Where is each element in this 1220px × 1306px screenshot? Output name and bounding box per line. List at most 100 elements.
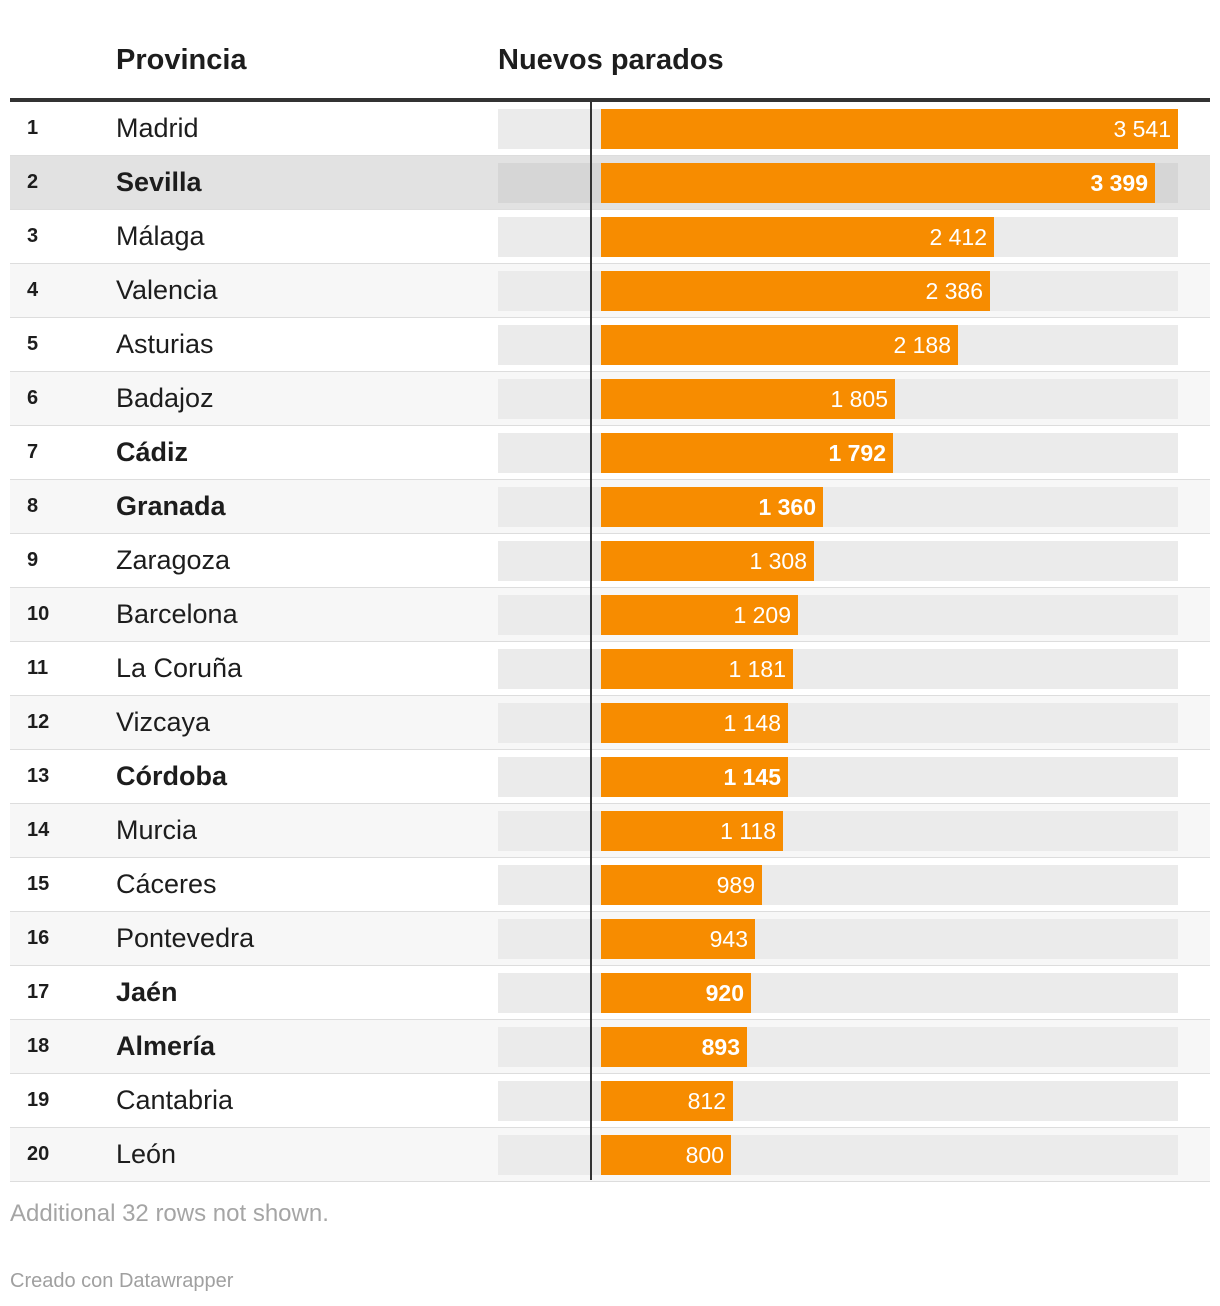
bar-cantabria: 812	[601, 1081, 733, 1121]
bar-value-label: 1 805	[830, 386, 888, 412]
table-row[interactable]: 8 Granada 1 360	[10, 480, 1210, 534]
bar-track: 989	[498, 865, 1178, 905]
row-province-name: Córdoba	[116, 761, 227, 791]
bar-baseline	[590, 102, 592, 1180]
bar-track: 943	[498, 919, 1178, 959]
row-rank: 9	[27, 549, 39, 571]
rows-not-shown-note: Additional 32 rows not shown.	[10, 1200, 329, 1227]
row-rank: 18	[27, 1035, 50, 1057]
bar-value-label: 1 209	[733, 602, 791, 628]
bar-value-label: 3 541	[1113, 116, 1171, 142]
bar-asturias: 2 188	[601, 325, 958, 365]
row-province-name: Jaén	[116, 977, 178, 1007]
bar-value-label: 893	[701, 1034, 740, 1060]
table-row[interactable]: 7 Cádiz 1 792	[10, 426, 1210, 480]
bar-track: 2 188	[498, 325, 1178, 365]
table-header: Provincia Nuevos parados	[10, 0, 1210, 102]
table-row[interactable]: 18 Almería 893	[10, 1020, 1210, 1074]
bar-value-label: 1 360	[758, 494, 816, 520]
column-header-new-unemployed[interactable]: Nuevos parados	[498, 44, 724, 76]
row-rank: 3	[27, 225, 39, 247]
table-row[interactable]: 11 La Coruña 1 181	[10, 642, 1210, 696]
bar-león: 800	[601, 1135, 731, 1175]
bar-cáceres: 989	[601, 865, 762, 905]
table-row[interactable]: 1 Madrid 3 541	[10, 102, 1210, 156]
bar-value-label: 1 181	[728, 656, 786, 682]
table-row[interactable]: 2 Sevilla 3 399	[10, 156, 1210, 210]
table-row[interactable]: 4 Valencia 2 386	[10, 264, 1210, 318]
row-rank: 1	[27, 117, 39, 139]
bar-value-label: 812	[687, 1088, 726, 1114]
column-header-province[interactable]: Provincia	[116, 44, 247, 76]
row-rank: 14	[27, 819, 50, 841]
bar-málaga: 2 412	[601, 217, 994, 257]
bar-value-label: 1 148	[723, 710, 781, 736]
bar-track: 893	[498, 1027, 1178, 1067]
row-rank: 16	[27, 927, 50, 949]
row-province-name: Cádiz	[116, 437, 189, 467]
row-rank: 6	[27, 387, 39, 409]
bar-murcia: 1 118	[601, 811, 783, 851]
row-province-name: Asturias	[116, 329, 214, 359]
bar-value-label: 1 145	[723, 764, 781, 790]
bar-value-label: 800	[685, 1142, 724, 1168]
bar-track: 1 209	[498, 595, 1178, 635]
bar-value-label: 1 792	[828, 440, 886, 466]
bar-value-label: 920	[705, 980, 744, 1006]
row-province-name: Zaragoza	[116, 545, 231, 575]
row-rank: 12	[27, 711, 50, 733]
bar-track: 1 148	[498, 703, 1178, 743]
table-row[interactable]: 6 Badajoz 1 805	[10, 372, 1210, 426]
row-rank: 4	[27, 279, 39, 301]
table-row[interactable]: 16 Pontevedra 943	[10, 912, 1210, 966]
row-rank: 13	[27, 765, 50, 787]
row-province-name: León	[116, 1139, 177, 1169]
bar-madrid: 3 541	[601, 109, 1178, 149]
row-rank: 20	[27, 1143, 50, 1165]
bar-almería: 893	[601, 1027, 747, 1067]
table-row[interactable]: 13 Córdoba 1 145	[10, 750, 1210, 804]
bar-sevilla: 3 399	[601, 163, 1155, 203]
row-province-name: Granada	[116, 491, 226, 521]
row-province-name: La Coruña	[116, 653, 243, 683]
row-rank: 7	[27, 441, 39, 463]
row-rank: 17	[27, 981, 50, 1003]
bar-badajoz: 1 805	[601, 379, 895, 419]
table-row[interactable]: 19 Cantabria 812	[10, 1074, 1210, 1128]
data-table: Provincia Nuevos parados 1 Madrid 3 541 2 Se…	[10, 0, 1210, 1182]
bar-track: 1 308	[498, 541, 1178, 581]
table-row[interactable]: 10 Barcelona 1 209	[10, 588, 1210, 642]
bar-value-label: 2 386	[925, 278, 983, 304]
bar-track: 3 399	[498, 163, 1178, 203]
table-row[interactable]: 9 Zaragoza 1 308	[10, 534, 1210, 588]
bar-zaragoza: 1 308	[601, 541, 814, 581]
bar-cádiz: 1 792	[601, 433, 893, 473]
bar-track: 2 386	[498, 271, 1178, 311]
table-row[interactable]: 14 Murcia 1 118	[10, 804, 1210, 858]
table-row[interactable]: 5 Asturias 2 188	[10, 318, 1210, 372]
bar-track: 1 118	[498, 811, 1178, 851]
bar-value-label: 1 308	[749, 548, 807, 574]
bar-córdoba: 1 145	[601, 757, 788, 797]
row-province-name: Pontevedra	[116, 923, 255, 953]
table-row[interactable]: 17 Jaén 920	[10, 966, 1210, 1020]
bar-value-label: 989	[716, 872, 755, 898]
bar-jaén: 920	[601, 973, 751, 1013]
table-body: 1 Madrid 3 541 2 Sevilla 3 399 3 Málaga 2 412 4 Va…	[10, 102, 1210, 1182]
table-row[interactable]: 15 Cáceres 989	[10, 858, 1210, 912]
bar-vizcaya: 1 148	[601, 703, 788, 743]
bar-track: 1 792	[498, 433, 1178, 473]
bar-track: 1 805	[498, 379, 1178, 419]
table-row[interactable]: 3 Málaga 2 412	[10, 210, 1210, 264]
bar-track: 2 412	[498, 217, 1178, 257]
row-province-name: Cáceres	[116, 869, 217, 899]
bar-value-label: 2 188	[893, 332, 951, 358]
bar-value-label: 2 412	[929, 224, 987, 250]
bar-track: 800	[498, 1135, 1178, 1175]
row-province-name: Barcelona	[116, 599, 238, 629]
bar-track: 812	[498, 1081, 1178, 1121]
row-province-name: Almería	[116, 1031, 216, 1061]
datawrapper-credit[interactable]: Creado con Datawrapper	[10, 1270, 234, 1292]
table-row[interactable]: 20 León 800	[10, 1128, 1210, 1182]
table-row[interactable]: 12 Vizcaya 1 148	[10, 696, 1210, 750]
